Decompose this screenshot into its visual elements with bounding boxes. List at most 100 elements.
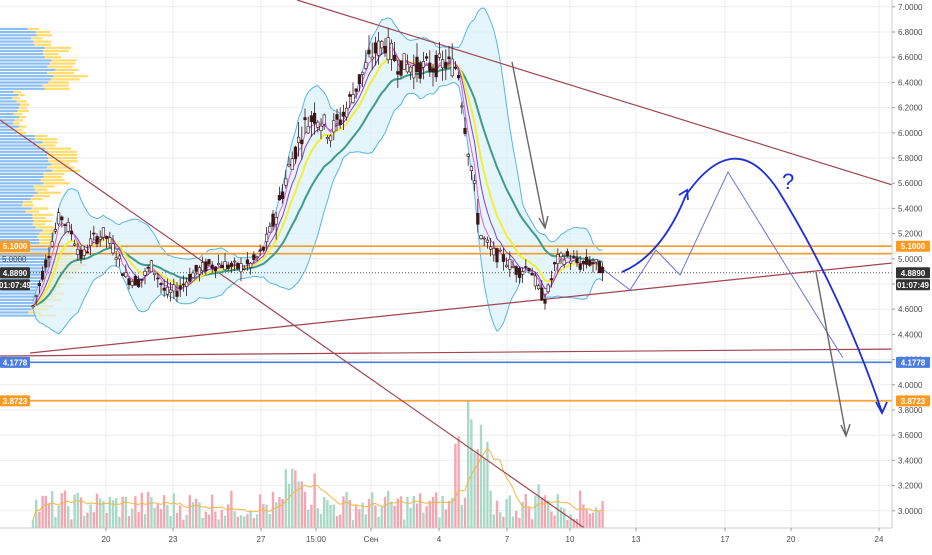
volume-profile-bar bbox=[42, 229, 58, 232]
volume-profile-bar bbox=[0, 308, 32, 311]
volume-bar bbox=[294, 470, 297, 528]
volume-profile-bar bbox=[0, 169, 53, 172]
volume-bar bbox=[566, 519, 569, 528]
volume-bar bbox=[390, 501, 393, 528]
volume-bar bbox=[531, 519, 534, 528]
volume-profile-bar bbox=[17, 109, 29, 112]
right-price-tag: 5.1000 bbox=[901, 242, 926, 251]
volume-profile-bar bbox=[39, 232, 64, 235]
volume-bar bbox=[249, 510, 252, 528]
volume-profile-bar bbox=[48, 160, 78, 163]
volume-bar bbox=[463, 497, 467, 528]
time-axis: 20 23 27 15:00 Сен 4 7 10 13 17 20 24 bbox=[0, 527, 892, 550]
candle-body bbox=[360, 71, 365, 75]
volume-profile-bar bbox=[51, 59, 77, 62]
volume-profile-bar bbox=[13, 112, 23, 116]
volume-bar bbox=[121, 496, 124, 528]
left-countdown-tag: 01:07:49 bbox=[0, 281, 32, 290]
candle-body bbox=[498, 249, 502, 252]
volume-profile-bar bbox=[0, 34, 37, 37]
candle-body bbox=[572, 256, 576, 259]
volume-profile-bar bbox=[13, 122, 20, 125]
candle-body bbox=[226, 264, 230, 269]
volume-bar bbox=[556, 494, 559, 528]
volume-bar bbox=[329, 505, 332, 528]
trend-line[interactable] bbox=[0, 348, 903, 357]
volume-profile-bar bbox=[0, 232, 40, 235]
volume-bar bbox=[102, 501, 105, 528]
volume-profile-bar bbox=[16, 100, 27, 103]
left-price-tag-bg bbox=[0, 267, 30, 279]
candle-body bbox=[73, 243, 77, 246]
volume-bar bbox=[166, 504, 169, 528]
trend-line[interactable] bbox=[296, 0, 903, 189]
volume-profile-bar bbox=[44, 46, 71, 49]
volume-bar bbox=[438, 517, 441, 528]
price-tick-label: 5.2000 bbox=[898, 230, 923, 239]
volume-bar bbox=[454, 443, 457, 528]
volume-profile-bar bbox=[0, 204, 23, 207]
candle-body bbox=[175, 291, 179, 297]
candle-body bbox=[95, 236, 99, 245]
candle-body bbox=[527, 268, 531, 272]
volume-bar bbox=[31, 519, 35, 528]
volume-profile-bar bbox=[0, 207, 32, 210]
candle-body bbox=[488, 246, 493, 250]
forecast-zigzag-line bbox=[603, 170, 844, 359]
volume-bar bbox=[124, 496, 127, 528]
volume-profile-bar bbox=[0, 311, 29, 314]
candle-body bbox=[149, 260, 154, 273]
candle-body bbox=[399, 60, 403, 76]
price-tick-label: 6.4000 bbox=[898, 78, 923, 87]
candle-body bbox=[370, 56, 374, 60]
volume-bar bbox=[540, 497, 543, 528]
volume-bar bbox=[179, 505, 182, 528]
volume-bar bbox=[591, 512, 595, 528]
candle-body bbox=[178, 285, 182, 290]
volume-bar bbox=[332, 504, 335, 528]
volume-bar bbox=[342, 496, 345, 528]
volume-bar bbox=[204, 511, 207, 528]
volume-bar bbox=[515, 510, 518, 528]
candle-body bbox=[229, 262, 234, 267]
down-arrow-line bbox=[511, 61, 546, 229]
volume-profile-bar bbox=[0, 295, 37, 298]
volume-bar bbox=[563, 508, 566, 528]
volume-bar bbox=[543, 495, 547, 528]
volume-profile-bar bbox=[0, 81, 49, 84]
price-tick-label: 3.6000 bbox=[898, 431, 923, 440]
candle-body bbox=[415, 56, 419, 73]
price-tick-label: 6.6000 bbox=[898, 53, 923, 62]
candle-body bbox=[517, 268, 521, 278]
volume-profile-bar bbox=[0, 131, 17, 134]
trend-line[interactable] bbox=[0, 119, 591, 533]
candle-body bbox=[303, 117, 307, 121]
volume-bar bbox=[131, 508, 134, 528]
volume-bar bbox=[367, 498, 371, 528]
volume-bar bbox=[275, 502, 278, 528]
volume-profile-bar bbox=[43, 182, 70, 185]
countdown-tag: 01:07:49 bbox=[897, 281, 930, 290]
time-tick-label: 24 bbox=[875, 535, 884, 544]
trend-lines bbox=[0, 0, 903, 533]
volume-bar bbox=[319, 513, 323, 528]
volume-profile-bar bbox=[31, 207, 49, 210]
volume-bar bbox=[380, 505, 383, 528]
price-tick-label: 3.2000 bbox=[898, 482, 923, 491]
volume-bar bbox=[111, 500, 115, 528]
left-price-tag: 4.1778 bbox=[3, 358, 28, 367]
candle-body bbox=[162, 287, 166, 291]
candle-body bbox=[121, 273, 125, 276]
candle-body bbox=[277, 195, 282, 201]
volume-bar bbox=[508, 495, 511, 528]
volume-profile-bar bbox=[47, 166, 75, 169]
candle-body bbox=[172, 284, 176, 292]
volume-profile-bar bbox=[0, 62, 50, 65]
volume-profile-bar bbox=[0, 43, 35, 46]
volume-profile-bar bbox=[33, 194, 50, 197]
volume-bar bbox=[54, 516, 57, 528]
volume-bar bbox=[460, 504, 463, 528]
trend-line[interactable] bbox=[29, 261, 903, 354]
